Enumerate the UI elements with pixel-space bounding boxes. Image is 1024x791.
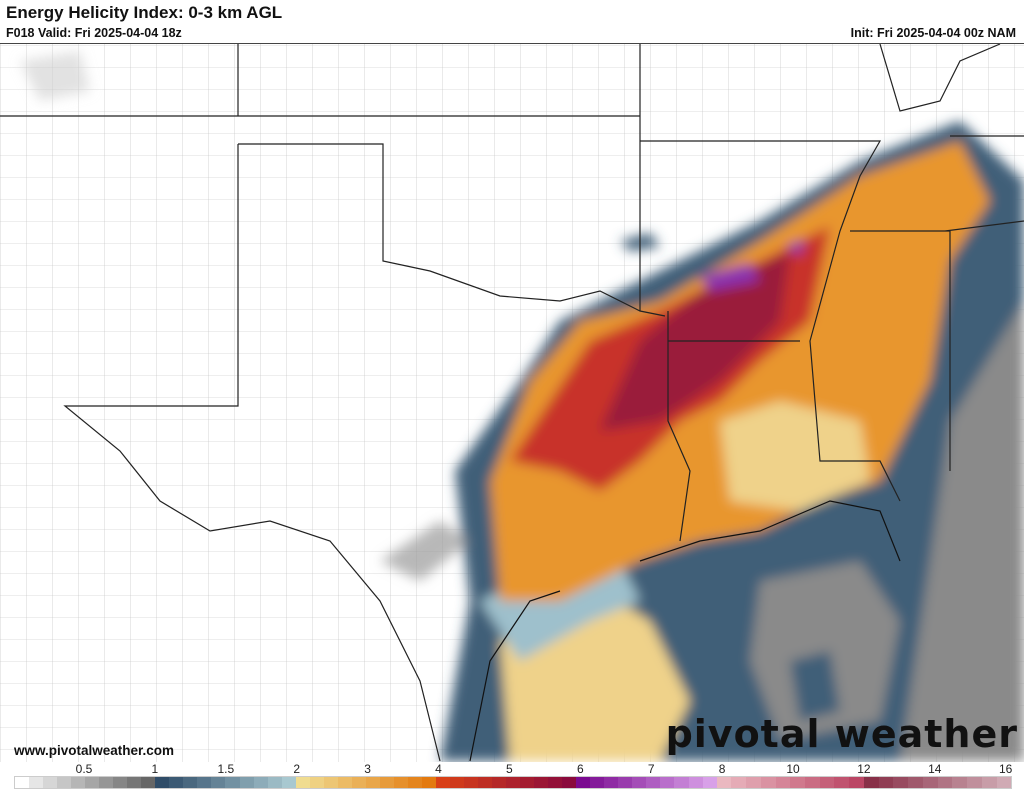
colorbar-cell: [464, 777, 479, 788]
colorbar-cell: [365, 777, 380, 788]
colorbar-tick-label: 14: [928, 762, 942, 776]
website-url: www.pivotalweather.com: [14, 743, 175, 758]
colorbar-cell: [922, 777, 938, 788]
colorbar-tick-label: 16: [999, 762, 1013, 776]
colorbar-tick-label: 6: [576, 762, 584, 776]
colorbar-cell: [819, 777, 835, 788]
colorbar-tick-label: 0.5: [75, 762, 93, 776]
colorbar-cell: [775, 777, 791, 788]
colorbar-cell: [309, 777, 324, 788]
colorbar-cell: [534, 777, 549, 788]
colorbar-cell: [253, 777, 268, 788]
colorbar-cell: [952, 777, 968, 788]
colorbar-cell: [225, 777, 240, 788]
colorbar-cell: [183, 777, 198, 788]
colorbar-cell: [449, 777, 464, 788]
colorbar-cell: [393, 777, 408, 788]
colorbar-cell: [746, 777, 761, 788]
colorbar-cell: [849, 777, 864, 788]
colorbar-cell: [834, 777, 850, 788]
colorbar-cell: [113, 777, 128, 788]
colorbar-cell: [996, 777, 1012, 788]
colorbar-cell: [267, 777, 282, 788]
colorbar-cell: [702, 777, 717, 788]
colorbar-cell: [71, 777, 86, 788]
colorbar-tick-label: 2: [293, 762, 301, 776]
colorbar-cell: [908, 777, 923, 788]
colorbar-cell: [937, 777, 953, 788]
colorbar-cell: [967, 777, 982, 788]
colorbar-cell: [407, 777, 422, 788]
colorbar-cell: [878, 777, 894, 788]
colorbar-tick-label: 1.5: [217, 762, 235, 776]
colorbar-cell: [731, 777, 747, 788]
colorbar-cell: [604, 777, 619, 788]
colorbar-cell: [85, 777, 100, 788]
colorbar-cell: [379, 777, 394, 788]
colorbar-cell: [520, 777, 535, 788]
colorbar-cell: [478, 777, 493, 788]
colorbar-cell: [127, 777, 142, 788]
map-title: Energy Helicity Index: 0-3 km AGL: [6, 3, 283, 22]
colorbar-cell: [43, 777, 58, 788]
colorbar-tick-label: 1: [151, 762, 159, 776]
colorbar-cell: [790, 777, 805, 788]
colorbar-cell: [981, 777, 997, 788]
colorbar-tick-label: 10: [786, 762, 800, 776]
colorbar-cell: [863, 777, 879, 788]
colorbar-tick-label: 3: [364, 762, 371, 776]
colorbar-cell: [660, 777, 675, 788]
colorbar-cell: [337, 777, 352, 788]
colorbar-cell: [323, 777, 338, 788]
colorbar-tick-label: 5: [506, 762, 513, 776]
colorbar-cell: [688, 777, 703, 788]
colorbar-cell: [99, 777, 114, 788]
colorbar-cell: [435, 777, 450, 788]
colorbar-cell: [506, 777, 521, 788]
colorbar-cell: [155, 777, 170, 788]
colorbar-cell: [760, 777, 776, 788]
colorbar-cell: [674, 777, 689, 788]
colorbar-cell: [57, 777, 72, 788]
colorbar-tick-label: 7: [647, 762, 655, 776]
colorbar-cell: [239, 777, 254, 788]
colorbar-cell: [646, 777, 661, 788]
colorbar-tick-label: 4: [435, 762, 442, 776]
colorbar-cell: [197, 777, 212, 788]
colorbar-cell: [618, 777, 633, 788]
colorbar-cell: [804, 777, 820, 788]
colorbar-cell: [281, 777, 296, 788]
colorbar-cell: [29, 777, 44, 788]
colorbar-cell: [492, 777, 507, 788]
colorbar-cell: [211, 777, 226, 788]
colorbar-cell: [295, 777, 310, 788]
colorbar-cell: [716, 777, 732, 788]
colorbar-tick-label: 8: [718, 762, 726, 776]
init-time: Init: Fri 2025-04-04 00z NAM: [850, 26, 1016, 40]
colorbar-cell: [169, 777, 184, 788]
colorbar-cell: [632, 777, 647, 788]
colorbar-cell: [351, 777, 366, 788]
ehi-map: [0, 43, 1024, 762]
colorbar-cell: [562, 777, 577, 788]
colorbar-cell: [421, 777, 436, 788]
state-borders: [0, 44, 1024, 762]
colorbar-cell: [15, 777, 30, 788]
colorbar-cell: [576, 777, 591, 788]
colorbar-cell: [141, 777, 156, 788]
ehi-fill: [20, 51, 1024, 761]
colorbar: [14, 776, 1012, 789]
colorbar-cell: [893, 777, 909, 788]
pivotal-weather-logo: pivotal weather: [665, 712, 1018, 756]
colorbar-labels: 0.5 1 1.5 2 3 4 5 6 7 8 10 12 14 16: [0, 762, 1024, 776]
colorbar-tick-label: 12: [857, 762, 871, 776]
valid-time: F018 Valid: Fri 2025-04-04 18z: [6, 26, 182, 40]
colorbar-cell: [548, 777, 563, 788]
colorbar-cell: [590, 777, 605, 788]
